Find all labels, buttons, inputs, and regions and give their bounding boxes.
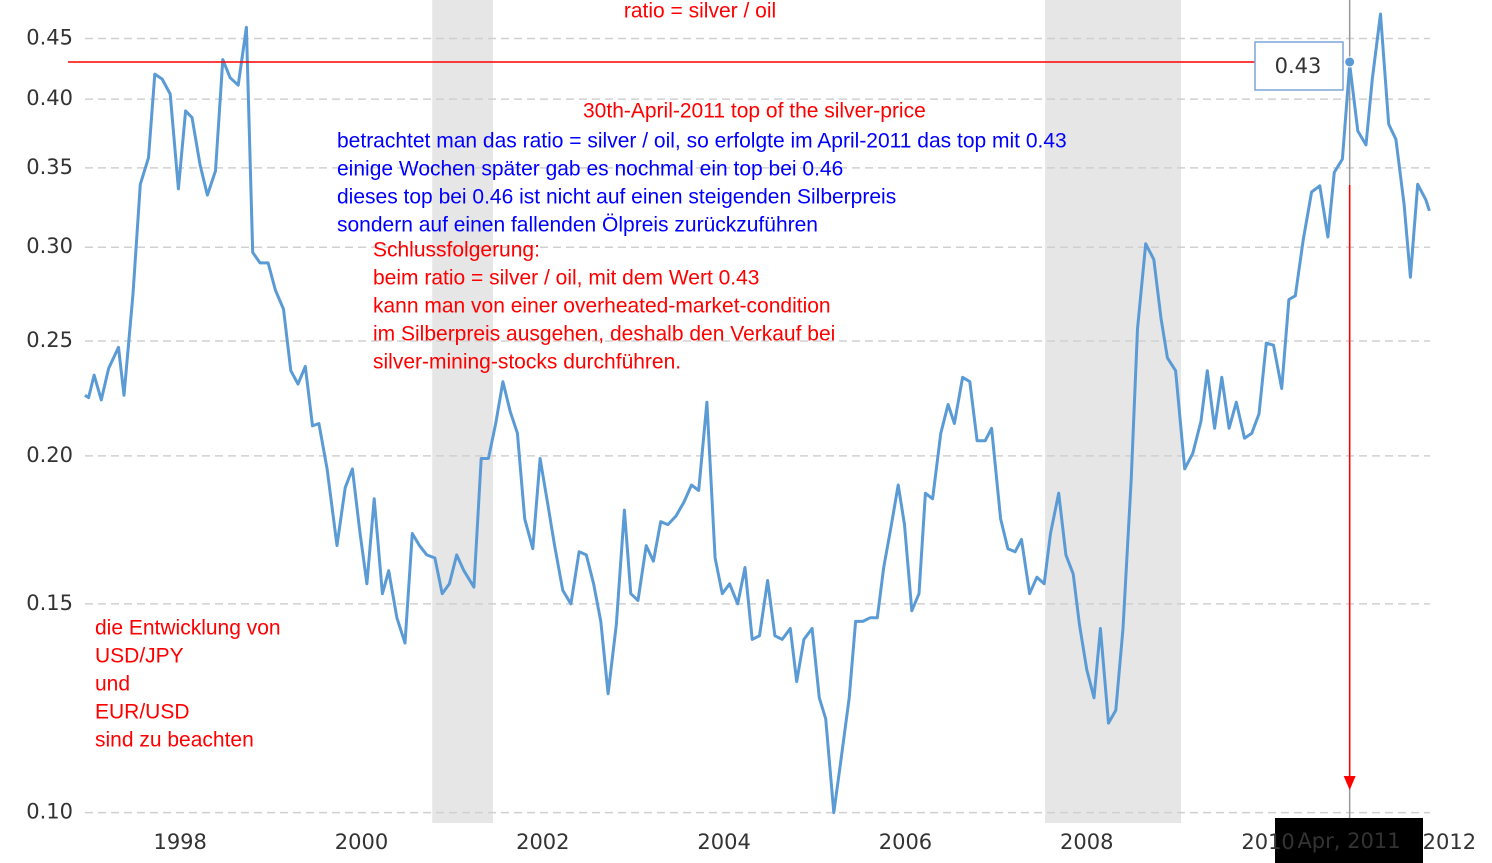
annotation-layer: 30th-April-2011 top of the silver-price b…: [95, 100, 1067, 752]
y-tick-label: 0.35: [26, 155, 73, 179]
data-line: [84, 12, 1431, 815]
shaded-range: [432, 0, 493, 823]
chart-title: ratio = silver / oil: [624, 0, 776, 23]
value-tooltip: [1254, 41, 1344, 91]
date-tooltip: [1275, 818, 1423, 863]
plot-layer: 0.43 Apr, 2011: [68, 0, 1431, 863]
x-tick-label: 1998: [153, 830, 206, 854]
annotation-text: betrachtet man das ratio = silver / oil,…: [337, 130, 1067, 153]
annotation-text: 30th-April-2011 top of the silver-price: [583, 100, 926, 123]
x-tick-label: 2002: [516, 830, 569, 854]
x-tick-label: 2004: [697, 830, 750, 854]
x-tick-label: 2008: [1060, 830, 1113, 854]
annotation-text: EUR/USD: [95, 701, 190, 724]
annotation-text: dieses top bei 0.46 ist nicht auf einen …: [337, 186, 896, 209]
grid-layer: [85, 37, 1430, 814]
annotation-text: einige Wochen später gab es nochmal ein …: [337, 158, 843, 181]
shade-layer: [432, 0, 1182, 823]
y-tick-label: 0.45: [26, 26, 73, 50]
annotation-text: die Entwicklung von: [95, 617, 281, 640]
highlight-marker: [1344, 56, 1356, 68]
annotation-text: beim ratio = silver / oil, mit dem Wert …: [373, 267, 760, 290]
annotation-text: silver-mining-stocks durchführen.: [373, 351, 681, 374]
annotation-text: sind zu beachten: [95, 729, 254, 752]
date-tooltip-text: Apr, 2011: [1297, 829, 1400, 853]
y-tick-label: 0.40: [26, 86, 73, 110]
y-tick-label: 0.30: [26, 234, 73, 258]
y-tick-label: 0.10: [26, 800, 73, 824]
arrow-head: [1343, 776, 1356, 790]
y-tick-label: 0.20: [26, 443, 73, 467]
shaded-range: [1045, 0, 1182, 823]
x-tick-label: 2012: [1423, 830, 1476, 854]
x-tick-label: 2006: [879, 830, 932, 854]
annotation-text: und: [95, 673, 130, 696]
annotation-text: kann man von einer overheated-market-con…: [373, 295, 831, 318]
annotation-text: sondern auf einen fallenden Ölpreis zurü…: [337, 214, 818, 237]
y-tick-label: 0.25: [26, 328, 73, 352]
x-tick-label: 2010: [1241, 830, 1294, 854]
annotation-text: im Silberpreis ausgehen, deshalb den Ver…: [373, 323, 835, 346]
y-tick-label: 0.15: [26, 591, 73, 615]
annotation-text: USD/JPY: [95, 645, 184, 668]
annotation-text: Schlussfolgerung:: [373, 239, 540, 262]
value-tooltip-text: 0.43: [1275, 54, 1322, 78]
x-tick-label: 2000: [335, 830, 388, 854]
